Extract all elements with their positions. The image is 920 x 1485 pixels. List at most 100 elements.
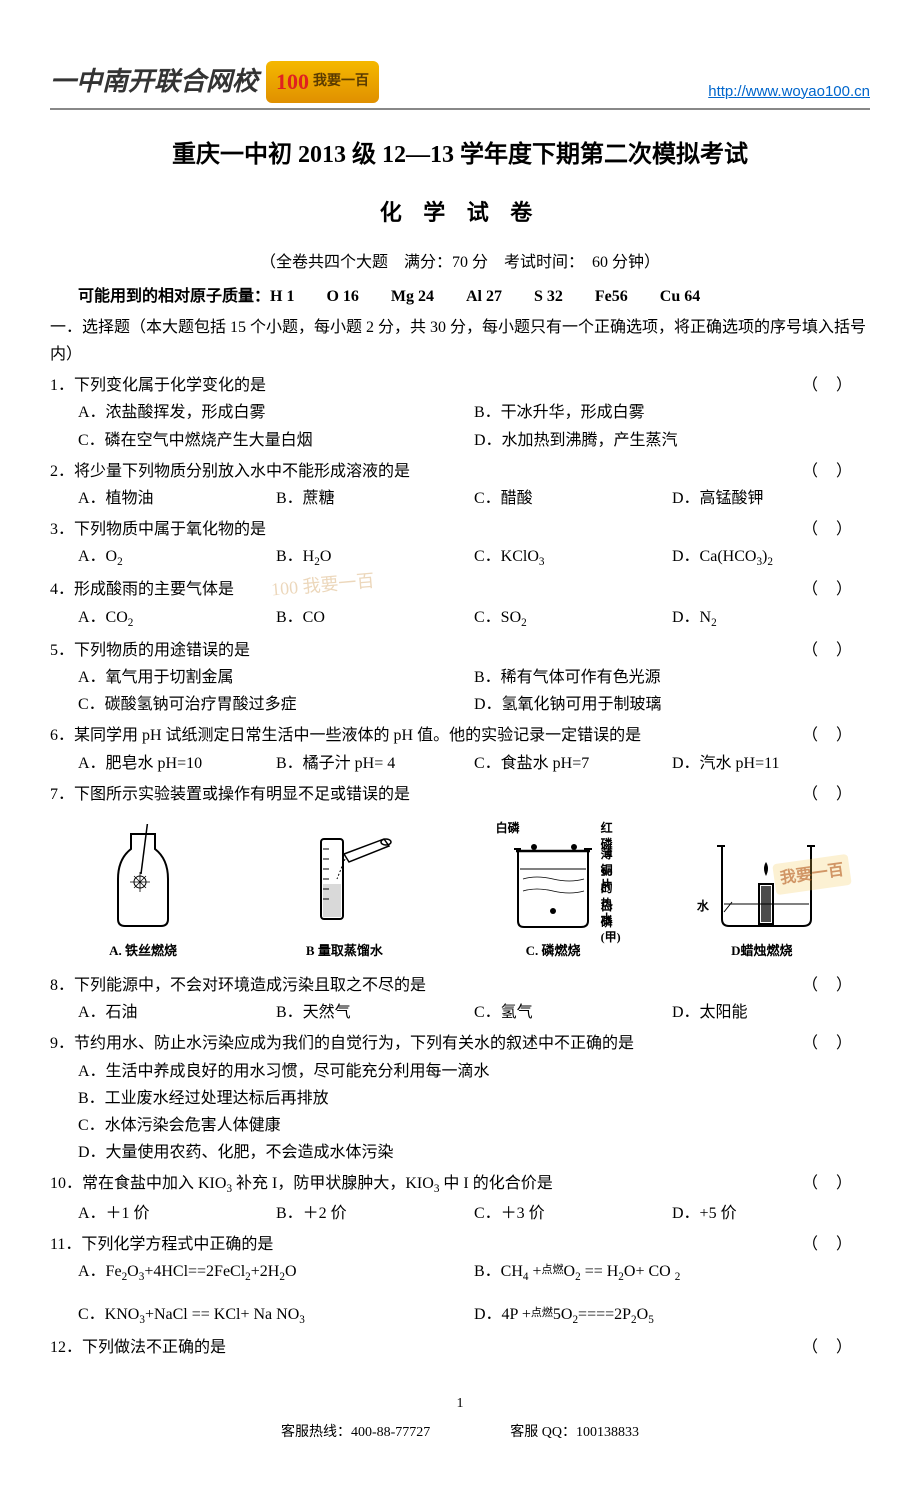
q6-opt-d: D．汽水 pH=11 — [672, 750, 870, 777]
logo-text: 一中南开联合网校 — [50, 60, 258, 104]
q2-opt-d: D．高锰酸钾 — [672, 485, 870, 512]
logo-badge: 100 我要一百 — [266, 61, 379, 102]
exam-info: （全卷共四个大题 满分：70 分 考试时间： 60 分钟） — [50, 249, 870, 276]
question-1: 1．下列变化属于化学变化的是 （） A．浓盐酸挥发，形成白雾 B．干冰升华，形成… — [50, 372, 870, 454]
q6-opt-c: C．食盐水 pH=7 — [474, 750, 672, 777]
q8-opt-a: A．石油 — [78, 999, 276, 1026]
q10-opt-c: C．＋3 价 — [474, 1200, 672, 1227]
q10-opt-a: A．＋1 价 — [78, 1200, 276, 1227]
figure-b: B 量取蒸馏水 — [289, 824, 399, 962]
question-12: 12．下列做法不正确的是 （） — [50, 1334, 870, 1361]
question-5: 5．下列物质的用途错误的是 （） A．氧气用于切割金属 B．稀有气体可作有色光源… — [50, 637, 870, 719]
q11-opt-d: D．4P +点燃5O2====2P2O5 — [474, 1301, 870, 1330]
q6-stem: 6．某同学用 pH 试纸测定日常生活中一些液体的 pH 值。他的实验记录一定错误… — [50, 722, 802, 749]
question-7: 7．下图所示实验装置或操作有明显不足或错误的是 （） A. 铁丝燃烧 — [50, 781, 870, 962]
q10-stem: 10．常在食盐中加入 KIO3 补充 I，防甲状腺肿大，KIO3 中 I 的化合… — [50, 1170, 802, 1199]
q11-opt-c: C．KNO3+NaCl == KCl+ Na NO3 — [78, 1301, 474, 1330]
q2-opt-a: A．植物油 — [78, 485, 276, 512]
figure-c: 白磷 红磷 薄铜片 90 C 的热水 白磷(甲) C. 磷燃烧 — [506, 829, 601, 962]
measure-icon — [289, 824, 399, 934]
beaker-phosphorus-icon — [506, 829, 601, 934]
q2-opt-b: B．蔗糖 — [276, 485, 474, 512]
q8-stem: 8．下列能源中，不会对环境造成污染且取之不尽的是 — [50, 972, 802, 999]
q5-opt-d: D．氢氧化钠可用于制玻璃 — [474, 691, 870, 718]
page-footer: 1 客服热线：400-88-77727 客服 QQ：100138833 — [50, 1392, 870, 1446]
answer-paren: （） — [802, 781, 870, 808]
answer-paren: （） — [802, 972, 870, 999]
question-2: 2．将少量下列物质分别放入水中不能形成溶液的是 （） A．植物油 B．蔗糖 C．… — [50, 458, 870, 512]
footer-hotline: 客服热线：400-88-77727 — [281, 1421, 430, 1445]
q3-opt-b: B．H2O — [276, 543, 474, 572]
title-sub: 化 学 试 卷 — [50, 194, 870, 231]
figure-d: 水 D蜡烛燃烧 — [707, 834, 817, 962]
q5-opt-b: B．稀有气体可作有色光源 — [474, 664, 870, 691]
question-10: 10．常在食盐中加入 KIO3 补充 I，防甲状腺肿大，KIO3 中 I 的化合… — [50, 1170, 870, 1226]
q7-stem: 7．下图所示实验装置或操作有明显不足或错误的是 — [50, 781, 802, 808]
answer-paren: （） — [802, 1231, 870, 1258]
q11-opt-a: A．Fe2O3+4HCl==2FeCl2+2H2O — [78, 1258, 474, 1287]
q3-opt-a: A．O2 — [78, 543, 276, 572]
q5-stem: 5．下列物质的用途错误的是 — [50, 637, 802, 664]
answer-paren: （） — [802, 372, 870, 399]
q11-opt-b: B．CH4 +点燃O2 == H2O+ CO 2 — [474, 1258, 870, 1287]
answer-paren: （） — [802, 516, 870, 543]
q1-stem: 1．下列变化属于化学变化的是 — [50, 372, 802, 399]
section-head: 一．选择题（本大题包括 15 个小题，每小题 2 分，共 30 分，每小题只有一… — [50, 314, 870, 368]
q8-opt-d: D．太阳能 — [672, 999, 870, 1026]
answer-paren: （） — [802, 1030, 870, 1057]
badge-number: 100 — [276, 63, 309, 100]
q9-opt-c: C．水体污染会危害人体健康 — [78, 1112, 870, 1139]
q1-opt-c: C．磷在空气中燃烧产生大量白烟 — [78, 427, 474, 454]
q8-opt-b: B．天然气 — [276, 999, 474, 1026]
atomic-mass: 可能用到的相对原子质量：H 1 O 16 Mg 24 Al 27 S 32 Fe… — [50, 283, 870, 310]
q8-opt-c: C．氢气 — [474, 999, 672, 1026]
q1-opt-b: B．干冰升华，形成白雾 — [474, 399, 870, 426]
q5-opt-a: A．氧气用于切割金属 — [78, 664, 474, 691]
beaker-candle-icon — [707, 834, 817, 934]
question-3: 3．下列物质中属于氧化物的是 （） A．O2 B．H2O C．KClO3 D．C… — [50, 516, 870, 572]
title-main: 重庆一中初 2013 级 12—13 学年度下期第二次模拟考试 — [50, 135, 870, 176]
question-11: 11．下列化学方程式中正确的是 （） A．Fe2O3+4HCl==2FeCl2+… — [50, 1231, 870, 1331]
q4-opt-d: D．N2 — [672, 604, 870, 633]
q4-opt-b: B．CO — [276, 604, 474, 633]
answer-paren: （） — [802, 1170, 870, 1199]
q4-opt-a: A．CO2 — [78, 604, 276, 633]
q5-opt-c: C．碳酸氢钠可治疗胃酸过多症 — [78, 691, 474, 718]
q2-opt-c: C．醋酸 — [474, 485, 672, 512]
fig-d-ann-water: 水 — [697, 899, 709, 915]
q4-stem: 4．形成酸雨的主要气体是 — [50, 576, 802, 603]
fig-c-label: C. 磷燃烧 — [526, 940, 581, 962]
figure-a: A. 铁丝燃烧 — [103, 824, 183, 962]
q3-stem: 3．下列物质中属于氧化物的是 — [50, 516, 802, 543]
question-8: 8．下列能源中，不会对环境造成污染且取之不尽的是 （） A．石油 B．天然气 C… — [50, 972, 870, 1026]
q6-opt-a: A．肥皂水 pH=10 — [78, 750, 276, 777]
fig-c-ann-bpjia: 白磷(甲) — [601, 899, 621, 946]
q1-opt-a: A．浓盐酸挥发，形成白雾 — [78, 399, 474, 426]
q4-opt-c: C．SO2 — [474, 604, 672, 633]
q12-stem: 12．下列做法不正确的是 — [50, 1334, 802, 1361]
footer-qq: 客服 QQ：100138833 — [510, 1421, 639, 1445]
page-number: 1 — [50, 1392, 870, 1416]
q3-opt-c: C．KClO3 — [474, 543, 672, 572]
q3-opt-d: D．Ca(HCO3)2 — [672, 543, 870, 572]
answer-paren: （） — [802, 1334, 870, 1361]
page-header: 一中南开联合网校 100 我要一百 http://www.woyao100.cn — [50, 60, 870, 110]
fig-c-ann-baip: 白磷 — [496, 821, 520, 837]
q10-opt-d: D．+5 价 — [672, 1200, 870, 1227]
fig-d-label: D蜡烛燃烧 — [731, 940, 792, 962]
header-url-link[interactable]: http://www.woyao100.cn — [708, 79, 870, 105]
answer-paren: （） — [802, 722, 870, 749]
fig-a-label: A. 铁丝燃烧 — [109, 940, 177, 962]
q9-opt-a: A．生活中养成良好的用水习惯，尽可能充分利用每一滴水 — [78, 1058, 870, 1085]
q9-opt-d: D．大量使用农药、化肥，不会造成水体污染 — [78, 1139, 870, 1166]
question-6: 6．某同学用 pH 试纸测定日常生活中一些液体的 pH 值。他的实验记录一定错误… — [50, 722, 870, 776]
badge-text: 我要一百 — [313, 70, 369, 94]
fig-b-label: B 量取蒸馏水 — [306, 940, 383, 962]
q2-stem: 2．将少量下列物质分别放入水中不能形成溶液的是 — [50, 458, 802, 485]
q10-opt-b: B．＋2 价 — [276, 1200, 474, 1227]
q9-stem: 9．节约用水、防止水污染应成为我们的自觉行为，下列有关水的叙述中不正确的是 — [50, 1030, 802, 1057]
q6-opt-b: B．橘子汁 pH= 4 — [276, 750, 474, 777]
q9-opt-b: B．工业废水经过处理达标后再排放 — [78, 1085, 870, 1112]
answer-paren: （） — [802, 458, 870, 485]
answer-paren: （） — [802, 576, 870, 603]
